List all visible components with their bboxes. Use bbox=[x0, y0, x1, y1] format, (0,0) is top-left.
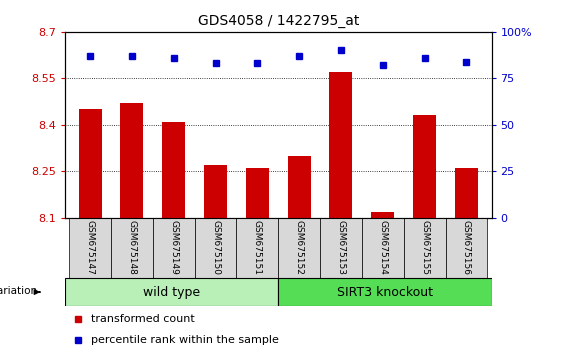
Bar bbox=[79, 109, 102, 218]
Bar bbox=[153, 218, 194, 278]
Text: wild type: wild type bbox=[143, 286, 200, 298]
Bar bbox=[65, 278, 278, 306]
Text: GSM675148: GSM675148 bbox=[127, 219, 136, 274]
Bar bbox=[371, 212, 394, 218]
Text: GSM675156: GSM675156 bbox=[462, 219, 471, 274]
Bar bbox=[278, 278, 492, 306]
Bar bbox=[404, 218, 446, 278]
Text: GSM675149: GSM675149 bbox=[169, 219, 178, 274]
Bar bbox=[204, 165, 227, 218]
Bar bbox=[446, 218, 488, 278]
Text: GSM675153: GSM675153 bbox=[337, 219, 345, 274]
Bar bbox=[194, 218, 236, 278]
Title: GDS4058 / 1422795_at: GDS4058 / 1422795_at bbox=[198, 14, 359, 28]
Bar bbox=[329, 72, 353, 218]
Text: transformed count: transformed count bbox=[90, 314, 194, 324]
Bar bbox=[413, 115, 436, 218]
Text: GSM675151: GSM675151 bbox=[253, 219, 262, 274]
Bar bbox=[162, 122, 185, 218]
Text: GSM675150: GSM675150 bbox=[211, 219, 220, 274]
Bar bbox=[111, 218, 153, 278]
Text: SIRT3 knockout: SIRT3 knockout bbox=[337, 286, 433, 298]
Bar bbox=[279, 218, 320, 278]
Text: genotype/variation: genotype/variation bbox=[0, 286, 38, 296]
Bar bbox=[362, 218, 404, 278]
Text: GSM675155: GSM675155 bbox=[420, 219, 429, 274]
Text: GSM675154: GSM675154 bbox=[379, 219, 388, 274]
Bar bbox=[246, 168, 269, 218]
Bar bbox=[120, 103, 144, 218]
Bar bbox=[69, 218, 111, 278]
Bar bbox=[455, 168, 478, 218]
Text: GSM675147: GSM675147 bbox=[85, 219, 94, 274]
Bar bbox=[320, 218, 362, 278]
Bar bbox=[236, 218, 279, 278]
Text: GSM675152: GSM675152 bbox=[295, 219, 303, 274]
Bar bbox=[288, 156, 311, 218]
Text: percentile rank within the sample: percentile rank within the sample bbox=[90, 335, 279, 345]
